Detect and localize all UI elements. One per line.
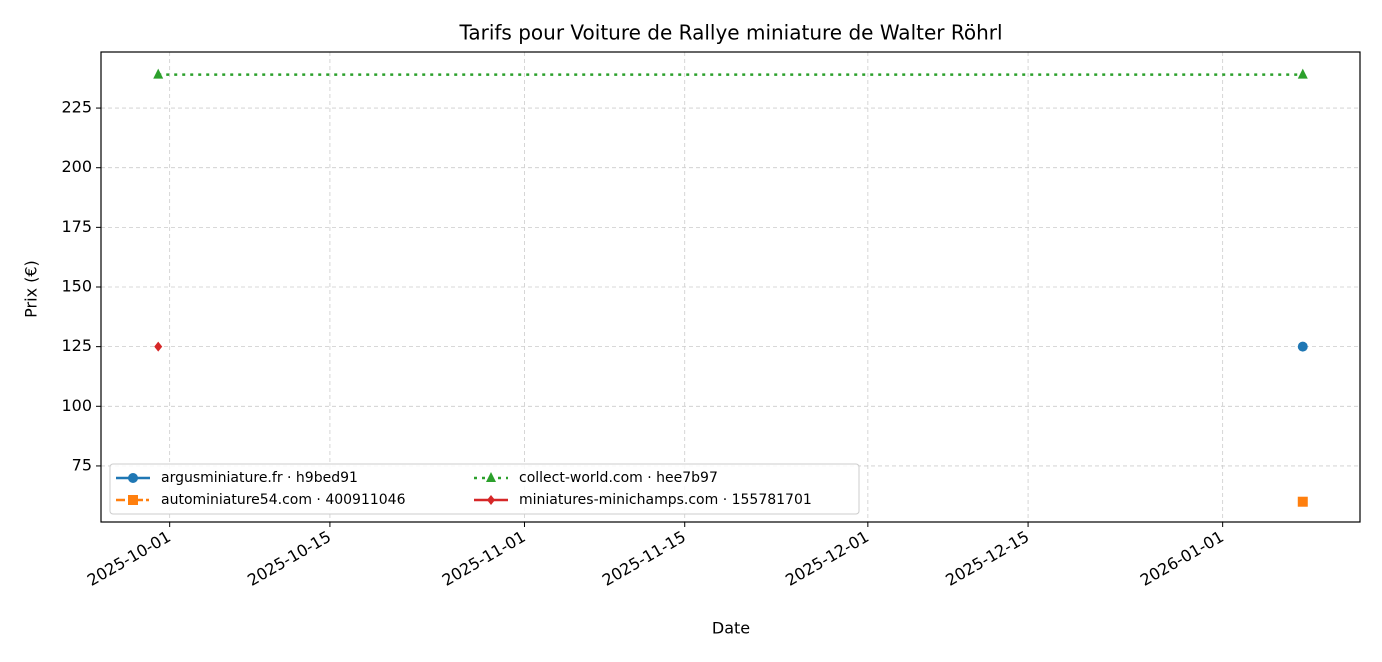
marker [153, 68, 164, 79]
marker [1297, 496, 1308, 507]
legend-label: autominiature54.com · 400911046 [161, 492, 406, 508]
y-tick-label: 200 [61, 157, 92, 176]
y-tick-label: 75 [72, 455, 92, 474]
marker [1297, 68, 1308, 79]
chart-title: Tarifs pour Voiture de Rallye miniature … [458, 21, 1002, 45]
y-tick-label: 125 [61, 336, 92, 355]
legend-marker [128, 495, 138, 505]
legend-marker [486, 472, 496, 482]
y-tick-label: 225 [61, 98, 92, 117]
legend-label: argusminiature.fr · h9bed91 [161, 470, 358, 486]
y-tick-label: 100 [61, 396, 92, 415]
x-axis-label: Date [712, 619, 750, 638]
marker [154, 341, 163, 352]
y-tick-label: 175 [61, 217, 92, 236]
legend-marker [128, 473, 138, 483]
plot-frame [100, 51, 1361, 523]
legend-label: collect-world.com · hee7b97 [519, 470, 718, 486]
legend-marker [487, 495, 495, 505]
y-axis-label: Prix (€) [22, 260, 41, 318]
legend-label: miniatures-minichamps.com · 155781701 [519, 492, 812, 508]
y-tick-label: 150 [61, 277, 92, 296]
marker [1297, 341, 1308, 352]
legend-box [109, 463, 860, 515]
